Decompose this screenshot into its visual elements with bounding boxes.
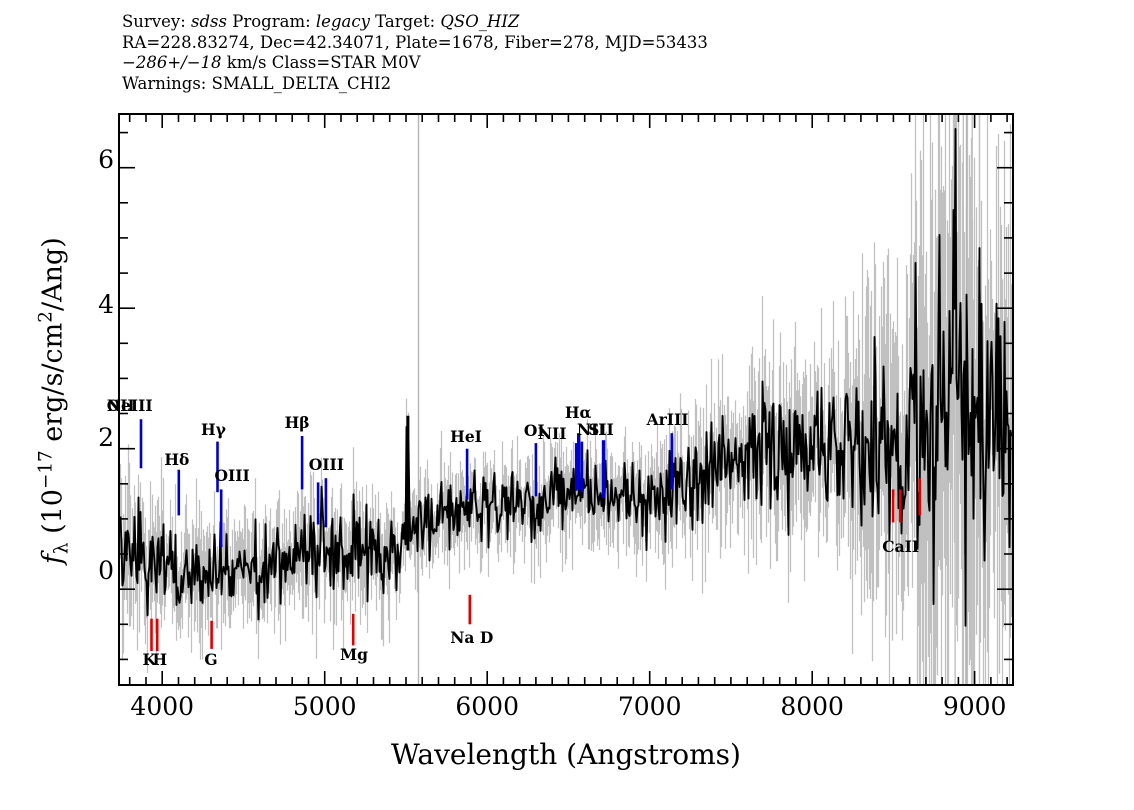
x-tick-label-7000: 7000 [617, 692, 682, 721]
header-target-prefix: Target: [369, 12, 441, 31]
x-tick-label-8000: 8000 [780, 692, 844, 721]
x-tick-label-4000: 4000 [130, 692, 195, 721]
header-line-survey: Survey: sdss Program: legacy Target: QSO… [122, 12, 1022, 33]
error-band [120, 115, 1012, 684]
y-tick-label-4: 4 [98, 290, 114, 319]
emission-line-markers [139, 419, 674, 547]
y-axis-title-close: /Ang) [37, 237, 69, 312]
x-tick-label-5000: 5000 [292, 692, 357, 721]
header-cz-value: −286+/−18 [122, 53, 222, 72]
header-survey-value: sdss [191, 12, 227, 31]
y-tick-label-0: 0 [98, 556, 114, 585]
axis-ticks [120, 115, 1012, 684]
header-program-prefix: Program: [227, 12, 316, 31]
spectrum-canvas [120, 115, 1012, 684]
flux-curve [120, 128, 1012, 627]
y-axis-title-exponent: −17 [35, 450, 57, 490]
header-line-warnings: Warnings: SMALL_DELTA_CHI2 [122, 73, 392, 93]
header-survey-prefix: Survey: [122, 12, 192, 31]
absorption-line-markers [150, 478, 922, 651]
x-tick-label-9000: 9000 [942, 692, 1007, 721]
y-tick-label-2: 2 [98, 423, 114, 452]
header-program-value: legacy [315, 12, 370, 31]
spectrum-plot-area[interactable] [118, 113, 1014, 686]
y-axis-title-symbol: f [37, 554, 69, 565]
y-axis-title: fλ (10−17 erg/s/cm2/Ang) [35, 141, 72, 661]
y-tick-label-6: 6 [98, 145, 114, 174]
header-line-redshift: −286+/−18 km/s Class=STAR M0V [122, 53, 1022, 74]
header-line-coords: RA=228.83274, Dec=42.34071, Plate=1678, … [122, 32, 708, 52]
y-axis-title-subscript: λ [51, 542, 73, 555]
y-axis-title-open: (10 [37, 489, 69, 543]
y-axis-title-exponent2: 2 [35, 311, 57, 323]
header-target-value: QSO_HIZ [440, 12, 520, 31]
x-tick-label-6000: 6000 [455, 692, 519, 721]
y-axis-title-units: erg/s/cm [37, 322, 69, 451]
header-class-text: km/s Class=STAR M0V [226, 53, 421, 72]
x-axis-title: Wavelength (Angstroms) [391, 738, 741, 771]
spectrum-metadata-header: Survey: sdss Program: legacy Target: QSO… [122, 12, 1022, 94]
